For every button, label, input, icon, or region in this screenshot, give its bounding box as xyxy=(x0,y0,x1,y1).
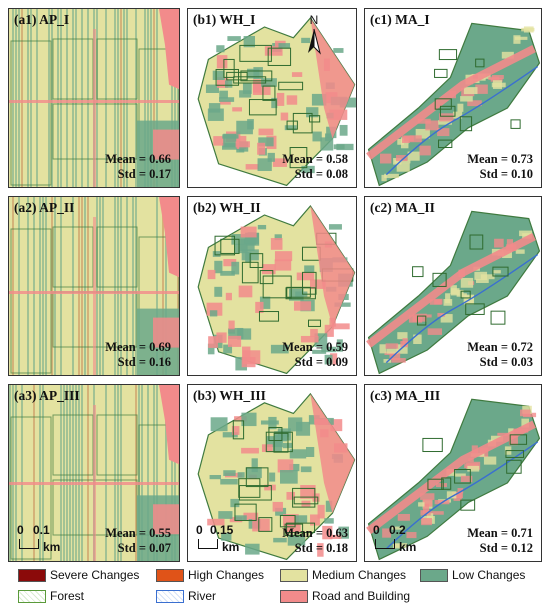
mean-value: Mean = 0.55 xyxy=(105,526,171,540)
std-value: Std = 0.07 xyxy=(117,541,171,555)
legend-item-high: High Changes xyxy=(156,568,264,582)
legend-label: Severe Changes xyxy=(50,568,140,582)
scale-end: 0.2 xyxy=(389,523,406,537)
high-swatch-icon xyxy=(156,568,184,582)
mean-value: Mean = 0.66 xyxy=(105,152,171,166)
panel-title: (b3) WH_III xyxy=(193,388,266,403)
scale-bar: 0 0.15 km xyxy=(196,523,256,557)
ap-map xyxy=(9,197,179,375)
legend-item-low: Low Changes xyxy=(420,568,525,582)
river-swatch-icon xyxy=(156,589,184,603)
panel-stats: Mean = 0.69 Std = 0.16 xyxy=(105,340,171,370)
scale-bar: 0 0.2 km xyxy=(373,523,433,557)
panel-title: (a3) AP_III xyxy=(14,388,80,403)
std-value: Std = 0.09 xyxy=(294,355,348,369)
legend: Severe Changes High Changes Medium Chang… xyxy=(10,566,542,608)
wh-map xyxy=(197,205,356,375)
std-value: Std = 0.18 xyxy=(294,541,348,555)
mean-value: Mean = 0.63 xyxy=(282,526,348,540)
ma-map xyxy=(366,22,541,187)
ap-map xyxy=(9,9,179,187)
mean-value: Mean = 0.73 xyxy=(467,152,533,166)
legend-label: Low Changes xyxy=(452,568,526,582)
mean-value: Mean = 0.71 xyxy=(467,526,533,540)
low-swatch-icon xyxy=(420,568,448,582)
std-value: Std = 0.17 xyxy=(117,167,171,181)
severe-swatch-icon xyxy=(18,568,46,582)
panel-stats: Mean = 0.72 Std = 0.03 xyxy=(467,340,533,370)
ma-map xyxy=(366,398,541,561)
scale-start: 0 xyxy=(196,523,203,537)
panel-stats: Mean = 0.63 Std = 0.18 xyxy=(282,526,348,556)
scale-bar-line xyxy=(19,539,39,549)
mean-value: Mean = 0.69 xyxy=(105,340,171,354)
scale-start: 0 xyxy=(373,523,380,537)
legend-item-river: River xyxy=(156,589,216,603)
legend-item-severe: Severe Changes xyxy=(18,568,139,582)
scale-unit: km xyxy=(399,540,417,554)
legend-label: Forest xyxy=(50,589,85,603)
std-value: Std = 0.08 xyxy=(294,167,348,181)
panel-b3: (b3) WH_III 0 0.15 km Mean = 0.63 Std = … xyxy=(187,384,357,562)
panel-title: (c2) MA_II xyxy=(370,200,435,215)
legend-item-medium: Medium Changes xyxy=(280,568,406,582)
scale-bar-line xyxy=(198,539,218,549)
panel-title: (b1) WH_I xyxy=(193,12,256,27)
scale-end: 0.15 xyxy=(210,523,234,537)
scale-bar: 0 0.1 km xyxy=(17,523,77,557)
legend-item-forest: Forest xyxy=(18,589,84,603)
legend-label: Medium Changes xyxy=(312,568,407,582)
wh-map xyxy=(197,392,356,561)
panel-title: (c1) MA_I xyxy=(370,12,430,27)
legend-label: River xyxy=(188,589,217,603)
panel-a1: (a1) AP_I Mean = 0.66 Std = 0.17 xyxy=(8,8,180,188)
std-value: Std = 0.10 xyxy=(479,167,533,181)
panel-stats: Mean = 0.59 Std = 0.09 xyxy=(282,340,348,370)
std-value: Std = 0.03 xyxy=(479,355,533,369)
panel-stats: Mean = 0.66 Std = 0.17 xyxy=(105,152,171,182)
std-value: Std = 0.16 xyxy=(117,355,171,369)
legend-item-road-building: Road and Building xyxy=(280,589,410,603)
road-building-swatch-icon xyxy=(280,589,308,603)
wh-map xyxy=(197,17,356,187)
legend-label: Road and Building xyxy=(312,589,411,603)
scale-unit: km xyxy=(222,540,240,554)
scale-unit: km xyxy=(43,540,61,554)
forest-swatch-icon xyxy=(18,589,46,603)
panel-stats: Mean = 0.73 Std = 0.10 xyxy=(467,152,533,182)
panel-c1: (c1) MA_I Mean = 0.73 Std = 0.10 xyxy=(364,8,542,188)
panel-stats: Mean = 0.58 Std = 0.08 xyxy=(282,152,348,182)
std-value: Std = 0.12 xyxy=(479,541,533,555)
medium-swatch-icon xyxy=(280,568,308,582)
panel-a2: (a2) AP_II Mean = 0.69 Std = 0.16 xyxy=(8,196,180,376)
panel-title: (a2) AP_II xyxy=(14,200,75,215)
scale-bar-line xyxy=(375,539,395,549)
panel-c3: (c3) MA_III 0 0.2 km Mean = 0.71 Std = 0… xyxy=(364,384,542,562)
ma-map xyxy=(366,210,541,375)
panel-c2: (c2) MA_II Mean = 0.72 Std = 0.03 xyxy=(364,196,542,376)
panel-title: (c3) MA_III xyxy=(370,388,441,403)
panel-a3: (a3) AP_III 0 0.1 km Mean = 0.55 Std = 0… xyxy=(8,384,180,562)
panel-b2: (b2) WH_II Mean = 0.59 Std = 0.09 xyxy=(187,196,357,376)
panel-stats: Mean = 0.71 Std = 0.12 xyxy=(467,526,533,556)
mean-value: Mean = 0.58 xyxy=(282,152,348,166)
legend-label: High Changes xyxy=(188,568,265,582)
north-arrow-icon: N xyxy=(305,13,323,57)
mean-value: Mean = 0.59 xyxy=(282,340,348,354)
scale-end: 0.1 xyxy=(33,523,50,537)
panel-title: (b2) WH_II xyxy=(193,200,261,215)
scale-start: 0 xyxy=(17,523,24,537)
panel-b1: (b1) WH_I N Mean = 0.58 Std = 0.08 xyxy=(187,8,357,188)
panel-title: (a1) AP_I xyxy=(14,12,70,27)
north-label: N xyxy=(309,13,319,27)
ap-map xyxy=(9,385,179,561)
panel-stats: Mean = 0.55 Std = 0.07 xyxy=(105,526,171,556)
mean-value: Mean = 0.72 xyxy=(467,340,533,354)
